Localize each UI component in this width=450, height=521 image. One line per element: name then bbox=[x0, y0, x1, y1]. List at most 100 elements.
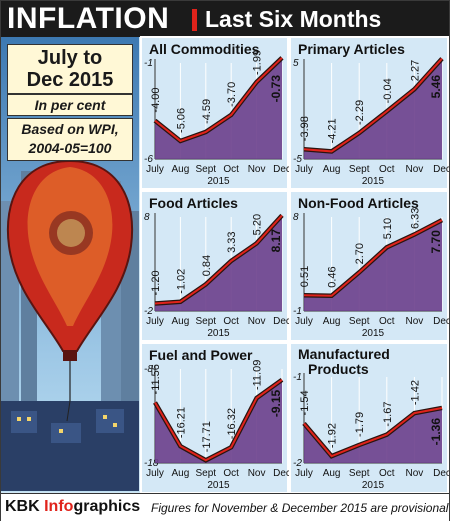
header-divider bbox=[192, 9, 197, 31]
chart-title-line-1: Manufactured bbox=[298, 346, 390, 362]
x-axis-label: 2015 bbox=[362, 480, 385, 491]
data-label: -5.06 bbox=[175, 108, 187, 133]
y-tick-label: -2 bbox=[293, 458, 302, 469]
x-tick-label: July bbox=[295, 468, 313, 479]
charts-area: All Commodities-1-6-4.00-5.06 -4.59-3.70-… bbox=[140, 36, 449, 493]
data-label: 5.46 bbox=[429, 75, 443, 99]
unit-box: In per cent bbox=[7, 94, 133, 116]
period-line-2: Dec 2015 bbox=[26, 69, 114, 91]
x-tick-label: Oct bbox=[379, 316, 395, 327]
data-label: -0.04 bbox=[382, 78, 394, 103]
x-tick-label: Nov bbox=[406, 164, 424, 175]
x-tick-label: Aug bbox=[323, 164, 341, 175]
data-label: -1.36 bbox=[429, 418, 443, 446]
data-label: -0.73 bbox=[269, 75, 283, 103]
balloon-illustration bbox=[1, 161, 139, 491]
chart-panel-5: Fuel and Power-8 -18 -11.56 -16.21 -17.71 -16… bbox=[140, 342, 291, 493]
x-tick-label: Dec bbox=[433, 316, 449, 327]
area-fill bbox=[155, 57, 282, 159]
header-bar: INFLATION Last Six Months bbox=[1, 1, 449, 37]
x-tick-label: Sept bbox=[196, 164, 217, 175]
x-tick-label: Nov bbox=[406, 316, 424, 327]
footer-bar: KBK Infographics Figures for November & … bbox=[1, 493, 449, 521]
y-tick-label: -18 bbox=[144, 458, 159, 469]
brand-highlight: Info bbox=[44, 498, 74, 515]
x-tick-label: Nov bbox=[248, 468, 266, 479]
data-label: -1.54 bbox=[299, 390, 311, 415]
chart-title: All Commodities bbox=[149, 41, 260, 57]
data-label: 0.84 bbox=[201, 255, 213, 276]
x-tick-label: Aug bbox=[172, 164, 190, 175]
data-label: -17.71 bbox=[201, 421, 213, 452]
series-line bbox=[154, 378, 283, 462]
data-label: -1.92 bbox=[327, 423, 339, 448]
data-label: 8.17 bbox=[269, 229, 283, 253]
series-line bbox=[303, 57, 443, 153]
data-label: -1.99 bbox=[252, 50, 264, 75]
basis-box: Based on WPI, 2004-05=100 bbox=[7, 118, 133, 161]
brand-prefix: KBK bbox=[5, 498, 45, 515]
area-fill bbox=[304, 58, 442, 159]
y-tick-label: 8 bbox=[293, 212, 299, 223]
x-axis-label: 2015 bbox=[207, 480, 230, 491]
data-label: -16.21 bbox=[175, 407, 187, 438]
series-line bbox=[303, 406, 443, 458]
data-label: 7.70 bbox=[429, 230, 443, 254]
x-tick-label: July bbox=[295, 164, 313, 175]
data-label: -16.32 bbox=[226, 408, 238, 439]
data-label: 3.33 bbox=[226, 231, 238, 252]
y-tick-label: -2 bbox=[144, 306, 153, 317]
x-tick-label: Nov bbox=[248, 316, 266, 327]
data-label: -3.98 bbox=[299, 116, 311, 141]
series-line bbox=[303, 219, 443, 297]
y-tick-label: -1 bbox=[293, 306, 302, 317]
chart-title-line-2: Products bbox=[308, 361, 369, 377]
data-label: 6.33 bbox=[409, 208, 421, 229]
data-label: -1.02 bbox=[175, 269, 187, 294]
x-tick-label: Dec bbox=[273, 468, 291, 479]
area-fill bbox=[155, 215, 282, 311]
x-tick-label: Oct bbox=[223, 316, 239, 327]
x-axis-label: 2015 bbox=[362, 328, 385, 339]
period-line-1: July to bbox=[37, 47, 103, 69]
brand-logo: KBK Infographics bbox=[5, 498, 140, 516]
x-tick-label: July bbox=[146, 164, 164, 175]
data-label: 2.70 bbox=[354, 243, 366, 264]
y-tick-label: 8 bbox=[144, 212, 150, 223]
x-tick-label: Oct bbox=[379, 164, 395, 175]
data-label: 5.20 bbox=[252, 214, 264, 235]
area-fill bbox=[155, 379, 282, 463]
x-tick-label: July bbox=[146, 468, 164, 479]
chart-title: Food Articles bbox=[149, 195, 238, 211]
x-tick-label: Nov bbox=[406, 468, 424, 479]
x-tick-label: Aug bbox=[323, 316, 341, 327]
data-label: -1.20 bbox=[150, 270, 162, 295]
data-label: 5.10 bbox=[382, 218, 394, 239]
data-label: 2.27 bbox=[409, 60, 421, 81]
data-label: -1.79 bbox=[354, 412, 366, 437]
chart-title: Primary Articles bbox=[298, 41, 405, 57]
series-line bbox=[154, 214, 283, 305]
x-tick-label: Aug bbox=[323, 468, 341, 479]
x-tick-label: Dec bbox=[273, 164, 291, 175]
brand-suffix: graphics bbox=[73, 498, 141, 515]
y-tick-label: -6 bbox=[144, 154, 153, 165]
x-tick-label: Sept bbox=[196, 468, 217, 479]
data-label: 0.51 bbox=[299, 266, 311, 287]
x-axis-label: 2015 bbox=[207, 176, 230, 187]
x-tick-label: Dec bbox=[433, 468, 449, 479]
x-tick-label: July bbox=[295, 316, 313, 327]
y-tick-label: -5 bbox=[293, 154, 302, 165]
period-box: July to Dec 2015 bbox=[7, 44, 133, 94]
x-tick-label: Dec bbox=[273, 316, 291, 327]
chart-title: Fuel and Power bbox=[149, 347, 253, 363]
panel-background bbox=[140, 190, 289, 342]
y-tick-label: -1 bbox=[293, 372, 302, 383]
y-tick-label: -8 bbox=[144, 364, 153, 375]
data-label: -9.15 bbox=[269, 389, 283, 417]
chart-title: Non-Food Articles bbox=[298, 195, 419, 211]
x-tick-label: Sept bbox=[196, 316, 217, 327]
